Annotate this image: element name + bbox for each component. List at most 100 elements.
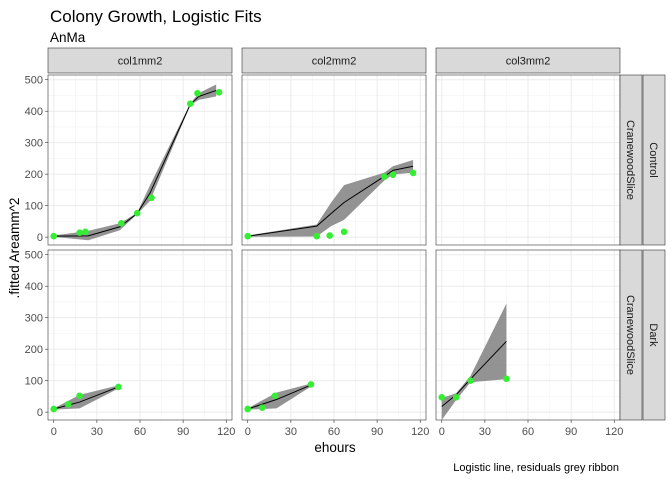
x-tick-label: 30: [285, 426, 297, 438]
panel-series: [438, 303, 510, 420]
residual-ribbon: [247, 160, 414, 237]
data-point: [409, 169, 417, 177]
chart-title: Colony Growth, Logistic Fits: [50, 7, 262, 26]
y-tick-label: 400: [25, 106, 43, 118]
logistic-fit-line: [53, 89, 217, 237]
x-tick-label: 120: [411, 426, 429, 438]
y-tick-label: 200: [25, 169, 43, 181]
strip-background: [619, 74, 643, 246]
data-point: [215, 89, 223, 96]
row-group-label: Control: [647, 142, 659, 177]
row-strip-label: CranewoodSlice: [624, 120, 636, 200]
y-tick-label: 400: [25, 281, 43, 293]
strip-background: [642, 74, 666, 246]
x-tick-label: 30: [91, 426, 103, 438]
x-tick-label: 0: [245, 426, 251, 438]
data-point: [326, 232, 333, 239]
strip-background: [435, 47, 621, 74]
y-tick-label: 100: [25, 376, 43, 388]
panel-border: [47, 74, 233, 246]
x-tick-label: 120: [217, 426, 235, 438]
facet-panel: [242, 250, 426, 420]
facet-panel: [436, 75, 620, 245]
chart-subtitle: AnMa: [50, 30, 86, 45]
data-point: [381, 173, 388, 180]
logistic-fit-line: [53, 386, 119, 410]
y-tick-label: 200: [25, 344, 43, 356]
data-point: [438, 394, 446, 401]
x-tick-label: 60: [134, 426, 146, 438]
x-tick-label: 30: [479, 426, 491, 438]
data-point: [467, 377, 474, 384]
data-point: [389, 171, 397, 179]
facet-panel: [48, 250, 232, 420]
data-point: [194, 89, 201, 97]
chart-caption: Logistic line, residuals grey ribbon: [453, 462, 619, 474]
panel-series: [244, 381, 315, 413]
column-strip-label: col2mm2: [312, 56, 357, 68]
data-point: [64, 400, 72, 408]
x-tick-label: 120: [605, 426, 623, 438]
strip-background: [241, 47, 427, 74]
column-strip: col3mm2: [435, 47, 621, 74]
panel-border: [241, 74, 427, 246]
strip-background: [47, 47, 233, 74]
data-point: [187, 100, 194, 107]
facet-panels: col1mm2 col2mm2 col3mm2 CranewoodSlice Contr…: [25, 47, 666, 438]
facet-panel: [436, 250, 620, 420]
strip-background: [619, 249, 643, 421]
panel-series: [50, 84, 223, 241]
data-point: [258, 404, 266, 412]
data-point: [76, 392, 83, 400]
row-group-label: Dark: [647, 323, 659, 347]
data-point: [50, 232, 58, 240]
column-strip: col1mm2: [47, 47, 233, 74]
y-tick-label: 500: [25, 250, 43, 262]
x-tick-label: 90: [371, 426, 383, 438]
data-point: [271, 392, 279, 400]
data-point: [76, 229, 83, 237]
x-tick-label: 90: [565, 426, 577, 438]
data-point: [452, 394, 460, 401]
y-tick-label: 0: [37, 232, 43, 244]
residual-ribbon: [247, 383, 313, 410]
y-tick-label: 0: [37, 407, 43, 419]
data-point: [244, 232, 252, 240]
strip-background: [642, 249, 666, 421]
data-point: [82, 228, 89, 236]
logistic-fit-line: [441, 340, 507, 407]
data-point: [244, 405, 252, 413]
panel-series: [244, 160, 417, 240]
facet-panel: [48, 75, 232, 245]
data-point: [118, 219, 125, 227]
data-point: [340, 228, 348, 236]
data-point: [148, 194, 155, 202]
row-strip-label: CranewoodSlice: [624, 295, 636, 375]
y-axis-title: .fitted Areamm^2: [7, 198, 22, 299]
data-point: [313, 232, 321, 240]
y-tick-label: 100: [25, 201, 43, 213]
data-point: [133, 209, 141, 217]
column-strip-label: col1mm2: [118, 56, 163, 68]
panel-series: [50, 383, 122, 413]
y-tick-label: 500: [25, 75, 43, 87]
x-tick-label: 0: [439, 426, 445, 438]
row-strip: CranewoodSlice Control: [619, 74, 666, 246]
column-strip: col2mm2: [241, 47, 427, 74]
data-point: [307, 381, 315, 388]
logistic-fit-line: [247, 383, 313, 410]
logistic-fit-line: [247, 165, 414, 237]
x-tick-label: 60: [522, 426, 534, 438]
residual-ribbon: [441, 303, 507, 420]
y-tick-label: 300: [25, 313, 43, 325]
x-tick-label: 90: [177, 426, 189, 438]
x-tick-label: 60: [328, 426, 340, 438]
x-axis-title: ehours: [314, 440, 356, 455]
row-strip: CranewoodSlice Dark: [619, 249, 666, 421]
y-tick-label: 300: [25, 138, 43, 150]
data-point: [115, 383, 122, 391]
x-tick-label: 0: [51, 426, 57, 438]
data-point: [50, 405, 58, 413]
data-point: [503, 375, 510, 383]
